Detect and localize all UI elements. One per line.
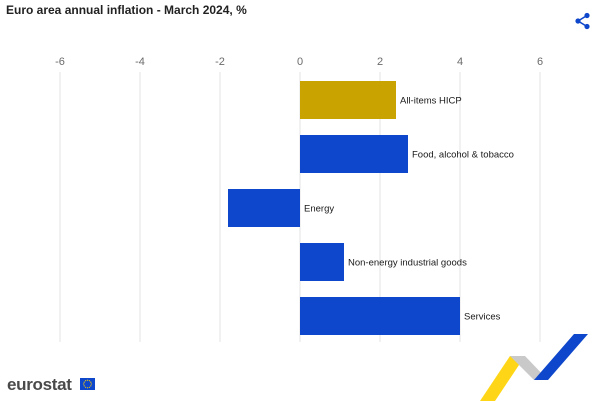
share-icon[interactable] <box>574 12 592 30</box>
swoosh-graphic <box>480 334 588 401</box>
bar-category-label: All-items HICP <box>400 96 462 107</box>
category-labels: All-items HICP Food, alcohol & tobacco Ene… <box>304 96 514 323</box>
bar-category-label: Food, alcohol & tobacco <box>412 150 514 161</box>
eurostat-logo: eurostat <box>7 375 72 394</box>
bar[interactable] <box>300 297 460 335</box>
bar[interactable] <box>228 189 300 227</box>
bar-category-label: Services <box>464 312 501 323</box>
bar-category-label: Energy <box>304 204 334 215</box>
x-tick-label: 6 <box>537 56 543 68</box>
x-axis-ticks: -6 -4 -2 0 2 4 6 <box>55 56 543 68</box>
bars <box>228 81 460 335</box>
x-tick-label: 2 <box>377 56 383 68</box>
eu-flag-icon <box>80 378 95 390</box>
bar-category-label: Non-energy industrial goods <box>348 258 467 269</box>
x-tick-label: 0 <box>297 56 303 68</box>
x-tick-label: 4 <box>457 56 463 68</box>
bar[interactable] <box>300 81 396 119</box>
x-tick-label: -6 <box>55 56 65 68</box>
x-tick-label: -2 <box>215 56 225 68</box>
bar[interactable] <box>300 243 344 281</box>
bar[interactable] <box>300 135 408 173</box>
x-tick-label: -4 <box>135 56 145 68</box>
chart-title: Euro area annual inflation - March 2024,… <box>6 3 247 17</box>
